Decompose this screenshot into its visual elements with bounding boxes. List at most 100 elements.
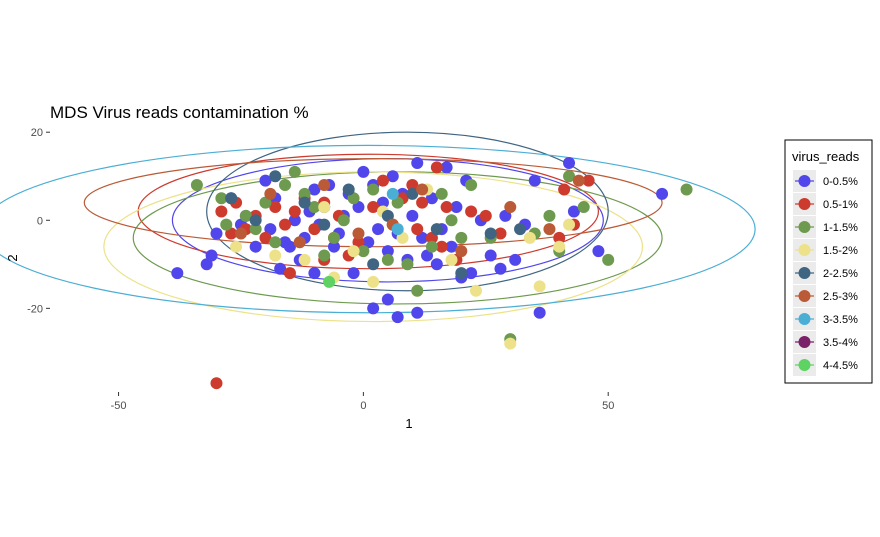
legend-key-point-2-2-5 bbox=[798, 267, 811, 279]
point-2-2-5-8 bbox=[406, 187, 419, 200]
point-0-0-5-62 bbox=[381, 293, 394, 306]
point-2-2-5-6 bbox=[367, 258, 380, 271]
x-axis: -50 0 50 bbox=[111, 392, 614, 412]
point-2-2-5-5 bbox=[342, 183, 355, 196]
point-1-1-5-4 bbox=[249, 223, 262, 236]
point-1-1-5-29 bbox=[543, 209, 556, 222]
point-3-3-5-0 bbox=[391, 223, 404, 236]
point-1-1-5-32 bbox=[577, 201, 590, 214]
point-1-1-5-16 bbox=[367, 183, 380, 196]
point-0-0-5-33 bbox=[386, 170, 399, 183]
point-0-0-5-38 bbox=[411, 157, 424, 170]
point-0-0-5-27 bbox=[357, 165, 370, 178]
point-0-5-1-16 bbox=[352, 236, 365, 249]
point-0-0-5-40 bbox=[421, 249, 434, 262]
point-1-1-5-9 bbox=[298, 187, 311, 200]
point-2-2-5-10 bbox=[455, 267, 468, 280]
point-0-5-1-9 bbox=[288, 205, 301, 218]
point-0-0-5-13 bbox=[288, 214, 301, 227]
point-1-5-2-10 bbox=[445, 253, 458, 266]
point-0-0-5-59 bbox=[567, 205, 580, 218]
point-0-5-1-29 bbox=[465, 205, 478, 218]
point-0-0-5-53 bbox=[499, 209, 512, 222]
point-0-5-1-18 bbox=[376, 174, 389, 187]
point-1-5-2-16 bbox=[563, 218, 576, 231]
point-0-0-5-45 bbox=[445, 240, 458, 253]
point-0-0-5-67 bbox=[283, 240, 296, 253]
point-0-0-5-7 bbox=[249, 240, 262, 253]
point-1-1-5-7 bbox=[279, 179, 292, 192]
point-1-1-5-24 bbox=[455, 231, 468, 244]
point-2-2-5-1 bbox=[249, 214, 262, 227]
point-0-5-1-24 bbox=[425, 231, 438, 244]
point-0-0-5-61 bbox=[367, 302, 380, 315]
legend-label-0-5-1: 0.5-1% bbox=[823, 199, 858, 211]
legend-key-point-1-1-5 bbox=[798, 221, 811, 233]
point-0-5-1-2 bbox=[225, 227, 238, 240]
point-2-2-5-4 bbox=[318, 218, 331, 231]
point-1-5-2-3 bbox=[318, 201, 331, 214]
point-1-5-2-12 bbox=[504, 337, 517, 350]
point-1-1-5-23 bbox=[445, 214, 458, 227]
point-2-5-3-8 bbox=[504, 201, 517, 214]
y-tick-label-0: -20 bbox=[27, 303, 43, 315]
point-1-1-5-12 bbox=[328, 231, 340, 244]
ellipse-0-5-1 bbox=[137, 153, 600, 270]
point-2-5-3-6 bbox=[416, 183, 429, 196]
legend-label-3-5-4: 3.5-4% bbox=[823, 337, 858, 349]
point-0-0-5-25 bbox=[347, 267, 360, 280]
point-0-0-5-56 bbox=[528, 174, 541, 187]
point-0-0-5-41 bbox=[425, 192, 438, 205]
point-0-5-1-25 bbox=[430, 161, 443, 174]
point-0-0-5-1 bbox=[200, 258, 213, 271]
point-0-5-1-8 bbox=[279, 218, 292, 231]
point-1-1-5-15 bbox=[357, 245, 370, 258]
point-0-5-1-17 bbox=[367, 201, 380, 214]
point-0-0-5-46 bbox=[450, 201, 463, 214]
point-0-0-5-32 bbox=[381, 245, 394, 258]
point-0-5-1-22 bbox=[411, 223, 424, 236]
x-tick-label-0: -50 bbox=[111, 400, 127, 412]
point-0-5-1-26 bbox=[435, 240, 448, 253]
point-0-5-1-32 bbox=[553, 231, 566, 244]
point-1-1-5-21 bbox=[425, 240, 438, 253]
legend-key-point-0-0-5 bbox=[798, 175, 811, 187]
point-2-2-5-7 bbox=[381, 209, 394, 222]
point-0-0-5-44 bbox=[440, 161, 453, 174]
point-0-5-1-36 bbox=[283, 267, 296, 280]
point-2-5-3-2 bbox=[293, 236, 306, 249]
point-1-1-5-5 bbox=[259, 196, 272, 209]
point-0-5-1-11 bbox=[308, 223, 321, 236]
point-0-0-5-60 bbox=[592, 245, 605, 258]
point-0-5-1-1 bbox=[215, 205, 228, 218]
point-0-0-5-42 bbox=[430, 258, 443, 271]
point-0-0-5-57 bbox=[533, 306, 546, 319]
point-0-0-5-63 bbox=[411, 306, 424, 319]
ellipse-2-5-3 bbox=[83, 158, 663, 248]
point-0-0-5-11 bbox=[274, 262, 287, 275]
point-1-1-5-34 bbox=[680, 183, 693, 196]
point-3-3-5-1 bbox=[386, 187, 399, 200]
data-points bbox=[171, 157, 693, 390]
point-2-2-5-9 bbox=[430, 223, 443, 236]
point-1-1-5-22 bbox=[435, 187, 448, 200]
legend-label-1-5-2: 1.5-2% bbox=[823, 245, 858, 257]
point-1-1-5-20 bbox=[411, 284, 424, 297]
point-0-5-1-35 bbox=[582, 174, 595, 187]
point-1-1-5-17 bbox=[381, 253, 394, 266]
point-1-5-2-5 bbox=[347, 245, 360, 258]
point-0-0-5-26 bbox=[352, 201, 365, 214]
point-2-5-3-3 bbox=[318, 179, 331, 192]
point-0-0-5-64 bbox=[391, 311, 404, 324]
point-1-1-5-14 bbox=[347, 192, 360, 205]
y-axis-title: 2 bbox=[5, 254, 20, 261]
point-2-5-3-9 bbox=[543, 223, 556, 236]
point-2-2-5-11 bbox=[484, 227, 497, 240]
point-0-0-5-21 bbox=[328, 240, 340, 253]
point-0-5-1-7 bbox=[269, 201, 282, 214]
point-4-4-5-0 bbox=[323, 275, 336, 288]
x-tick-label-2: 50 bbox=[602, 400, 614, 412]
point-0-0-5-17 bbox=[308, 183, 321, 196]
point-1-1-5-6 bbox=[269, 236, 282, 249]
y-tick-label-2: 20 bbox=[31, 127, 43, 139]
